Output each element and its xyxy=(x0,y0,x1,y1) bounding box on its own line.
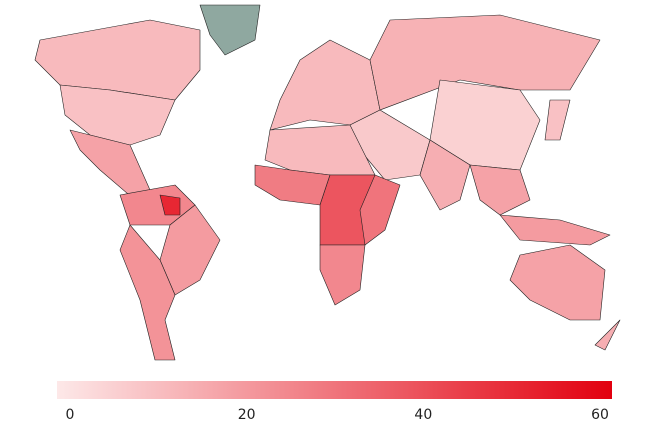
region xyxy=(369,14,601,111)
region xyxy=(469,164,531,216)
colorbar xyxy=(57,381,612,399)
region xyxy=(59,84,176,146)
region xyxy=(359,174,401,246)
colorbar-tick-label: 60 xyxy=(591,407,609,422)
world-map xyxy=(34,4,621,361)
region xyxy=(419,139,471,211)
colorbar-tick-label: 20 xyxy=(238,407,256,422)
colorbar-tick-label: 40 xyxy=(414,407,432,422)
region xyxy=(499,214,611,246)
region xyxy=(199,4,261,56)
region xyxy=(594,319,621,351)
region xyxy=(509,244,606,321)
region xyxy=(34,19,201,101)
region xyxy=(119,224,176,361)
region xyxy=(544,99,571,141)
region xyxy=(269,39,381,131)
colorbar-tick-label: 0 xyxy=(66,407,75,422)
region xyxy=(159,194,181,216)
region xyxy=(319,244,366,306)
